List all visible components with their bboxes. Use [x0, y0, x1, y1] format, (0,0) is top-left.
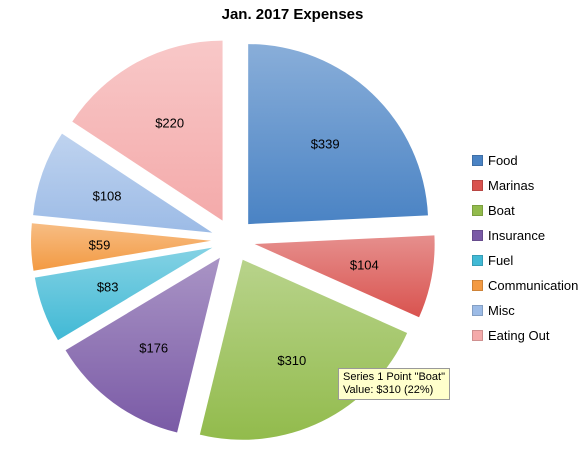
legend-item-insurance: Insurance: [472, 223, 578, 248]
legend-item-fuel: Fuel: [472, 248, 578, 273]
legend-label: Marinas: [488, 178, 535, 193]
legend-swatch: [472, 255, 483, 266]
legend: Food Marinas Boat Insurance Fuel Communicatio…: [472, 148, 578, 348]
pie-slice-misc[interactable]: [33, 133, 213, 233]
legend-item-misc: Misc: [472, 298, 578, 323]
tooltip: Series 1 Point "Boat" Value: $310 (22%): [338, 368, 450, 400]
legend-item-eating-out: Eating Out: [472, 323, 578, 348]
data-label-eating-out: $220: [155, 115, 184, 130]
legend-swatch: [472, 280, 483, 291]
pie-slice-marinas[interactable]: [254, 235, 435, 318]
legend-swatch: [472, 305, 483, 316]
chart-title: Jan. 2017 Expenses: [221, 6, 364, 23]
data-label-fuel: $83: [97, 279, 119, 294]
pie-slice-food[interactable]: [248, 44, 428, 225]
legend-item-boat: Boat: [472, 198, 578, 223]
legend-label: Fuel: [488, 253, 514, 268]
legend-label: Boat: [488, 203, 515, 218]
pie-slice-fuel[interactable]: [34, 247, 213, 341]
data-label-boat: $310: [277, 353, 306, 368]
data-label-insurance: $176: [139, 341, 168, 356]
data-label-communication: $59: [89, 238, 111, 253]
legend-label: Food: [488, 153, 518, 168]
tooltip-value: Value: $310 (22%): [343, 384, 434, 396]
pie-slice-insurance[interactable]: [65, 257, 220, 433]
legend-item-marinas: Marinas: [472, 173, 578, 198]
legend-label: Eating Out: [488, 328, 550, 343]
pie-slice-eating-out[interactable]: [72, 40, 223, 221]
legend-label: Insurance: [488, 228, 546, 243]
data-label-marinas: $104: [350, 258, 379, 273]
legend-item-communication: Communication: [472, 273, 578, 298]
legend-swatch: [472, 330, 483, 341]
legend-swatch: [472, 155, 483, 166]
tooltip-series-point: Series 1 Point "Boat": [343, 371, 445, 383]
legend-label: Communication: [488, 278, 579, 293]
pie-slice-communication[interactable]: [31, 223, 212, 271]
data-label-misc: $108: [93, 188, 122, 203]
legend-label: Misc: [488, 303, 515, 318]
legend-swatch: [472, 180, 483, 191]
data-label-food: $339: [311, 136, 340, 151]
legend-item-food: Food: [472, 148, 578, 173]
legend-swatch: [472, 205, 483, 216]
legend-swatch: [472, 230, 483, 241]
